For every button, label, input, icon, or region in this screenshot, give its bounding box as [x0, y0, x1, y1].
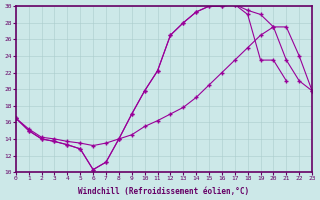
X-axis label: Windchill (Refroidissement éolien,°C): Windchill (Refroidissement éolien,°C) — [78, 187, 250, 196]
